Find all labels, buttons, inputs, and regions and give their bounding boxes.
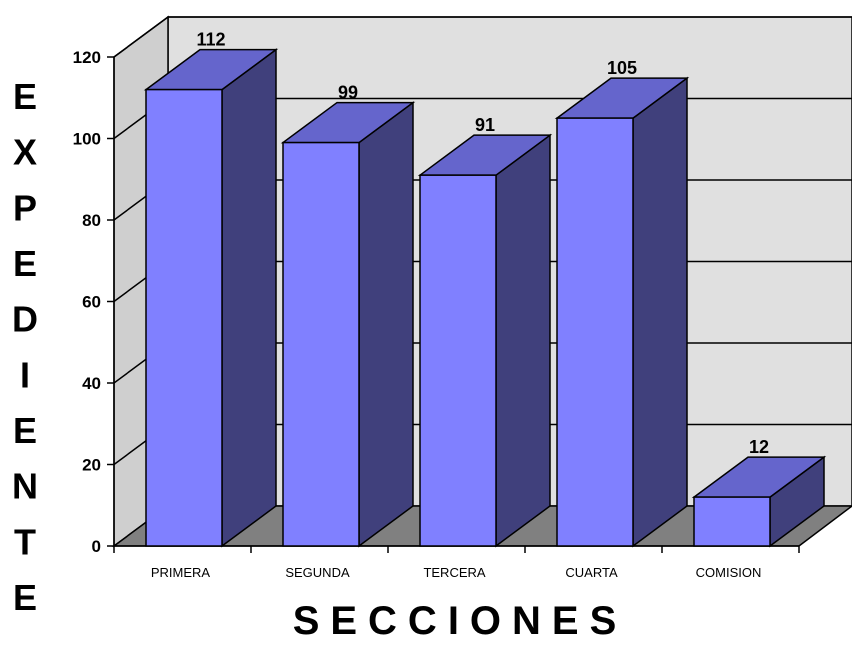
y-axis-label-letter: N bbox=[12, 466, 38, 507]
y-tick-label: 40 bbox=[82, 374, 101, 393]
y-axis-label-letter: I bbox=[20, 354, 30, 395]
y-tick-label: 60 bbox=[82, 293, 101, 312]
bar-segunda: 99 bbox=[280, 83, 416, 548]
x-tick-label: CUARTA bbox=[565, 565, 618, 580]
x-tick-label: COMISION bbox=[696, 565, 762, 580]
bar-side bbox=[358, 101, 414, 548]
x-axis-label: SECCIONES bbox=[293, 599, 628, 643]
bar-side bbox=[221, 48, 277, 548]
y-axis-label-letter: X bbox=[13, 132, 37, 173]
bar bbox=[419, 174, 497, 547]
bar bbox=[282, 141, 360, 547]
bar-cuarta: 105 bbox=[554, 58, 690, 548]
bar-side bbox=[632, 76, 688, 548]
y-tick-label: 20 bbox=[82, 456, 101, 475]
y-axis-label-letter: P bbox=[13, 187, 37, 228]
data-label: 12 bbox=[749, 437, 769, 457]
y-tick-label: 0 bbox=[92, 537, 101, 556]
y-axis-label-letter: T bbox=[14, 521, 36, 562]
data-label: 105 bbox=[607, 58, 637, 78]
y-axis: 0 20 40 60 80 100 120 bbox=[73, 48, 115, 556]
y-tick-label: 80 bbox=[82, 211, 101, 230]
x-tick-label: TERCERA bbox=[423, 565, 485, 580]
x-tick-label: SEGUNDA bbox=[285, 565, 350, 580]
bar-primera: 112 bbox=[143, 30, 279, 548]
bar-tercera: 91 bbox=[417, 115, 553, 548]
bar-side bbox=[495, 133, 551, 548]
y-axis-label-letter: E bbox=[13, 577, 37, 618]
x-axis: PRIMERA SEGUNDA TERCERA CUARTA COMISION bbox=[113, 545, 800, 580]
data-label: 112 bbox=[196, 30, 225, 50]
y-axis-label-letter: D bbox=[12, 299, 38, 340]
y-tick-label: 100 bbox=[73, 130, 101, 149]
y-axis-label-letter: E bbox=[13, 410, 37, 451]
bar bbox=[556, 117, 634, 547]
data-label: 91 bbox=[475, 115, 495, 135]
bar bbox=[693, 496, 771, 547]
bar bbox=[145, 88, 223, 547]
x-tick-label: PRIMERA bbox=[151, 565, 211, 580]
y-axis-label-letter: E bbox=[13, 76, 37, 117]
bars: 112 99 91 105 12 bbox=[143, 30, 827, 548]
y-tick-label: 120 bbox=[73, 48, 101, 67]
bar-comision: 12 bbox=[691, 437, 827, 548]
gridline bbox=[113, 16, 852, 58]
data-label: 99 bbox=[338, 83, 358, 103]
y-axis-label-letter: E bbox=[13, 243, 37, 284]
